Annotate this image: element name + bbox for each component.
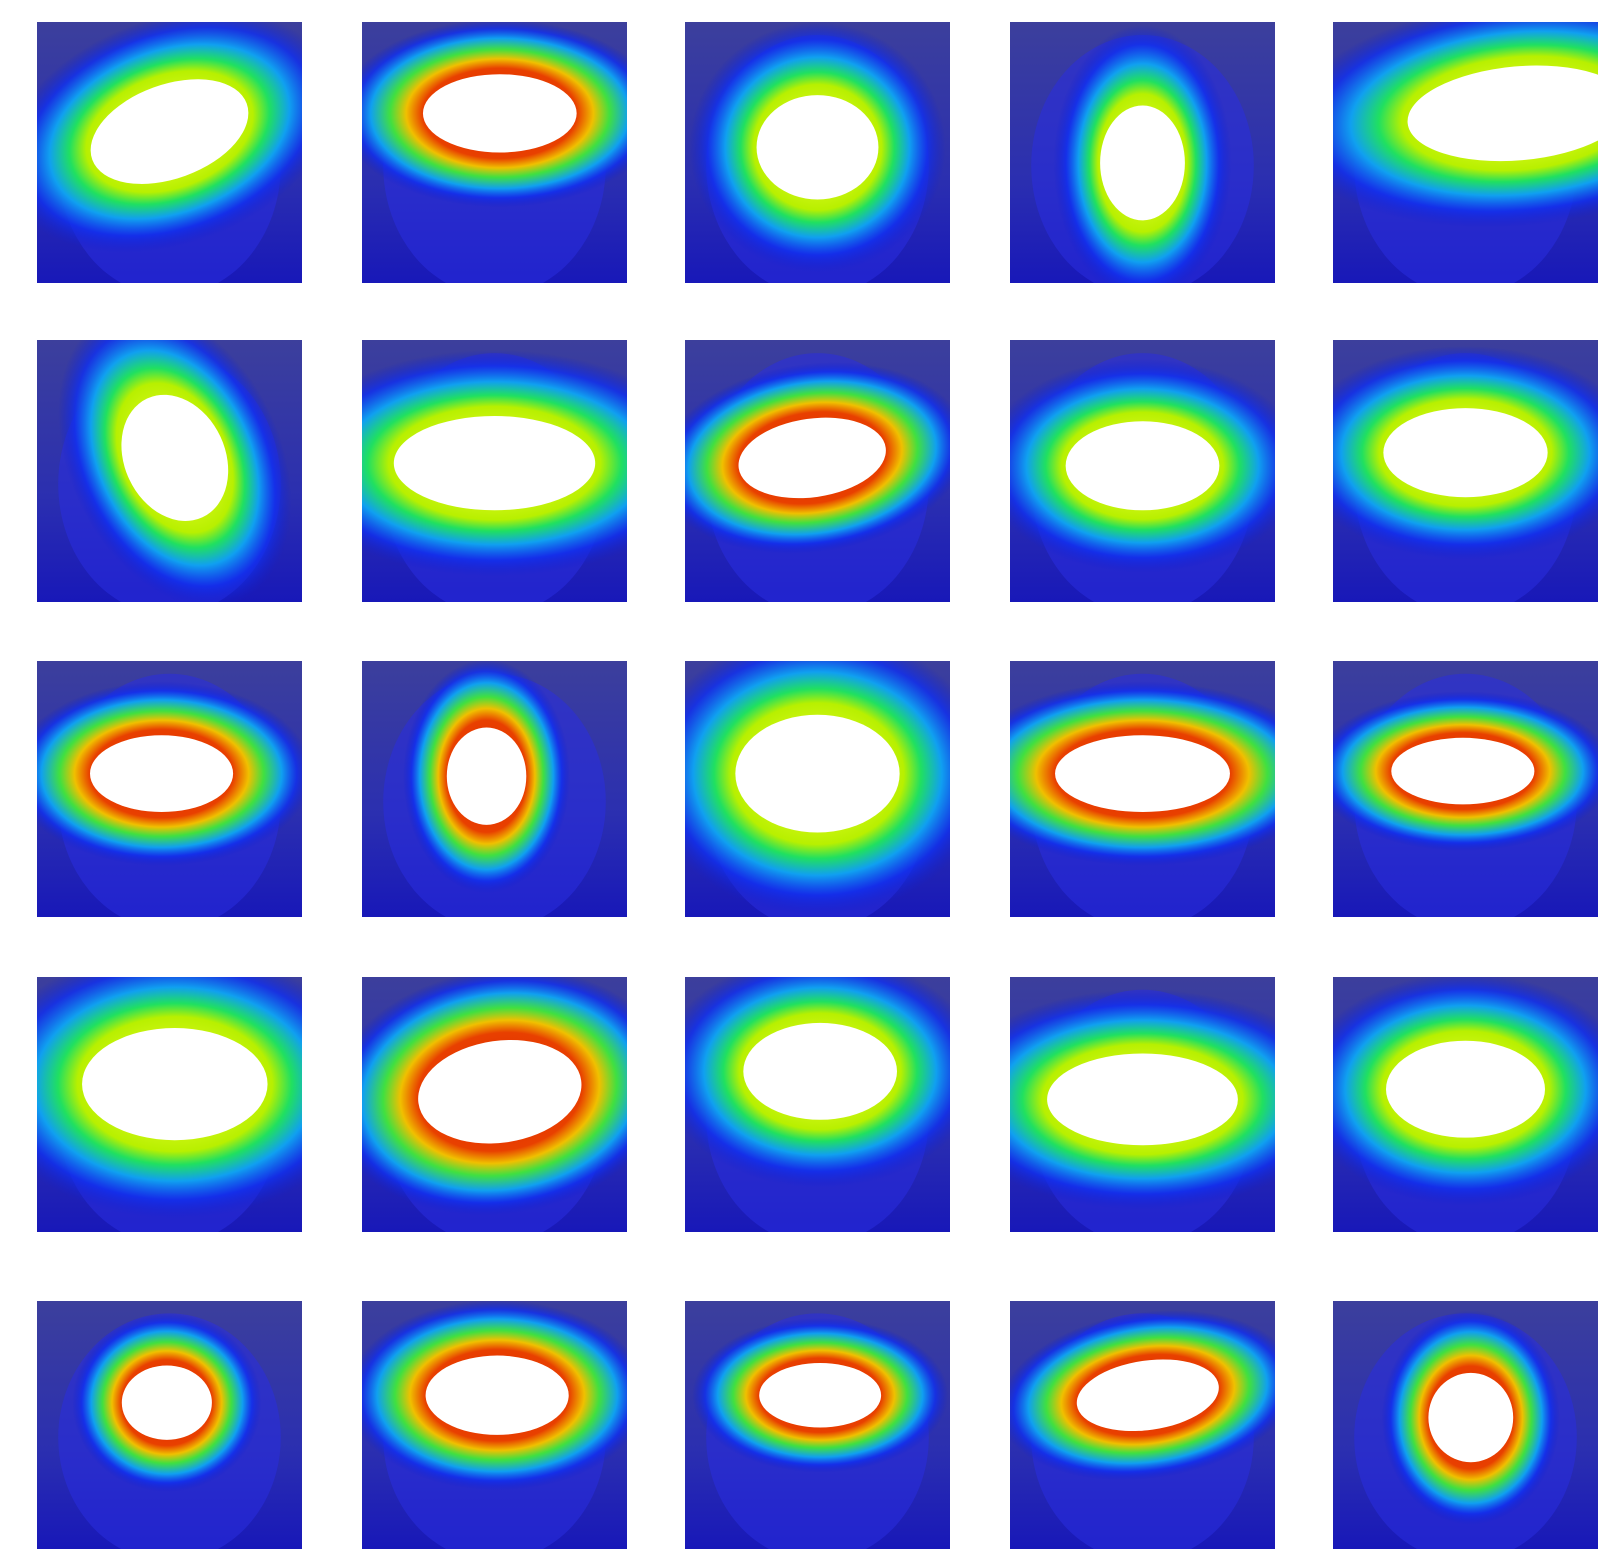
saturated-region xyxy=(1428,1372,1514,1463)
heatmap-tile xyxy=(362,340,627,602)
heatmap-tile xyxy=(1010,340,1275,602)
saturated-region xyxy=(121,394,229,521)
saturated-region xyxy=(90,735,234,813)
heatmap-tile xyxy=(685,340,950,602)
heatmap-tile xyxy=(362,977,627,1232)
saturated-region xyxy=(121,1365,212,1440)
saturated-region xyxy=(90,79,249,184)
heatmap-tile xyxy=(362,22,627,283)
heatmap-tile xyxy=(1010,22,1275,283)
heatmap-tile xyxy=(1333,661,1598,917)
saturated-region xyxy=(1383,408,1548,498)
heatmap-tile xyxy=(37,340,302,602)
saturated-region xyxy=(446,727,527,825)
saturated-region xyxy=(393,415,596,511)
heatmap-tile xyxy=(685,1301,950,1549)
heatmap-tile xyxy=(1333,977,1598,1232)
saturated-region xyxy=(425,1355,569,1435)
saturated-region xyxy=(1386,1040,1545,1138)
saturated-region xyxy=(738,417,886,499)
heatmap-tile xyxy=(37,977,302,1232)
saturated-region xyxy=(1407,65,1598,162)
heatmap-tile xyxy=(1333,1301,1598,1549)
heatmap-tile xyxy=(685,977,950,1232)
heatmap-tile xyxy=(362,661,627,917)
saturated-region xyxy=(82,1028,268,1141)
saturated-region xyxy=(1065,421,1220,511)
saturated-region xyxy=(735,714,900,833)
saturated-region xyxy=(1100,105,1185,221)
heatmap-tile xyxy=(1333,22,1598,283)
heatmap-tile xyxy=(1010,1301,1275,1549)
heatmap-tile xyxy=(1010,661,1275,917)
heatmap-tile xyxy=(685,22,950,283)
saturated-region xyxy=(759,1363,882,1428)
heatmap-tile xyxy=(37,22,302,283)
heatmap-tile xyxy=(1333,340,1598,602)
saturated-region xyxy=(1391,737,1535,805)
heatmap-tile xyxy=(1010,977,1275,1232)
saturated-region xyxy=(422,74,577,153)
saturated-region xyxy=(1055,735,1230,813)
saturated-region xyxy=(1047,1053,1238,1146)
heatmap-tile xyxy=(37,1301,302,1549)
saturated-region xyxy=(418,1039,582,1144)
heatmap-tile xyxy=(37,661,302,917)
heatmap-tile xyxy=(685,661,950,917)
saturated-region xyxy=(1076,1359,1219,1432)
saturated-region xyxy=(756,95,879,200)
saturated-region xyxy=(743,1022,898,1120)
heatmap-tile xyxy=(362,1301,627,1549)
